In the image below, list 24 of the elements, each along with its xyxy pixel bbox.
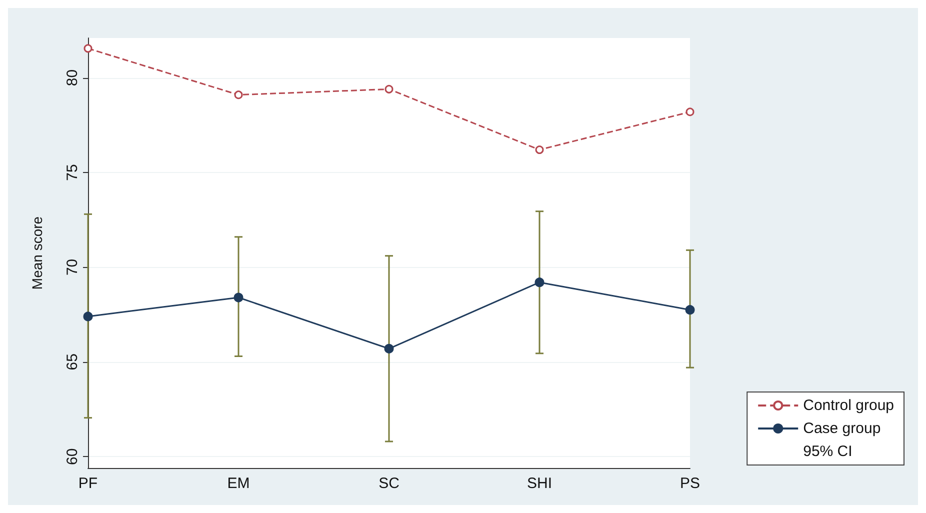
y-tick-label: 70 xyxy=(64,258,81,276)
point xyxy=(686,108,694,116)
point xyxy=(234,90,243,100)
x-tick-label: PF xyxy=(78,475,98,492)
point xyxy=(384,344,394,354)
point xyxy=(234,292,244,302)
y-tick-label: 80 xyxy=(64,69,81,86)
legend-label: Case group xyxy=(803,420,881,437)
point xyxy=(84,44,92,53)
y-tick-label: 65 xyxy=(64,354,81,370)
point xyxy=(83,312,93,322)
point xyxy=(534,278,544,288)
y-axis-title: Mean score xyxy=(29,216,45,290)
y-tick-label: 60 xyxy=(64,448,81,465)
point xyxy=(384,84,394,94)
legend-label: Control group xyxy=(803,397,894,414)
x-tick-label: PS xyxy=(680,475,700,492)
x-tick-label: EM xyxy=(227,475,250,492)
x-tick-label: SC xyxy=(378,475,400,492)
point xyxy=(685,305,695,315)
point xyxy=(535,146,544,154)
x-tick-label: SHI xyxy=(526,475,552,492)
y-tick-label: 75 xyxy=(64,164,81,181)
text: 95% CI xyxy=(803,443,852,460)
